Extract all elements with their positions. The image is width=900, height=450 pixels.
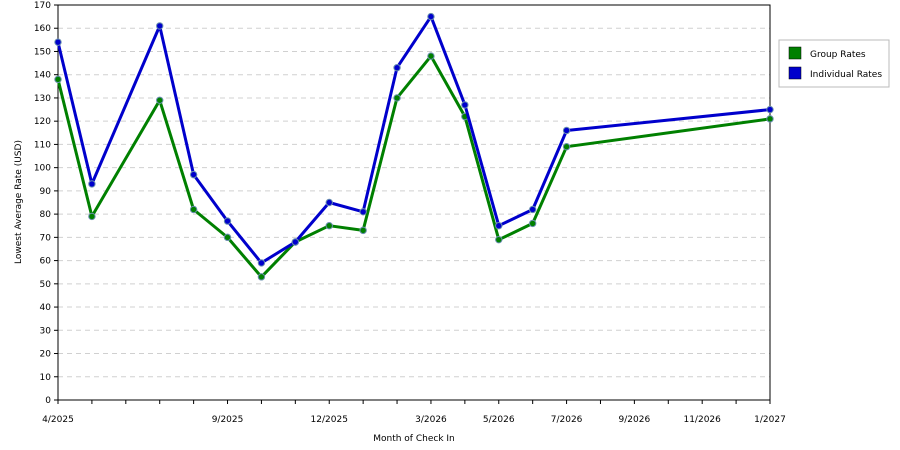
y-tick-label: 150 bbox=[34, 47, 51, 57]
data-point-individual-rates bbox=[325, 198, 333, 207]
y-tick-label: 100 bbox=[34, 164, 51, 174]
axis-layer: 0 10 20 30 40 50 60 70 80 90 100 110 120 130 140 150 160… bbox=[34, 1, 786, 425]
data-point-individual-rates bbox=[54, 38, 62, 46]
data-point-group-rates bbox=[88, 212, 96, 221]
data-point-individual-rates bbox=[257, 259, 266, 267]
y-tick-label: 10 bbox=[40, 373, 52, 383]
legend-label-group-rates: Group Rates bbox=[810, 50, 866, 60]
y-tick-label: 160 bbox=[34, 24, 51, 34]
y-tick-label: 130 bbox=[34, 94, 51, 104]
data-point-individual-rates bbox=[359, 208, 367, 216]
data-point-group-rates bbox=[495, 235, 503, 244]
data-point-individual-rates bbox=[393, 64, 401, 72]
data-point-individual-rates bbox=[562, 126, 571, 135]
x-tick-label: 11/2026 bbox=[683, 415, 721, 425]
data-point-group-rates bbox=[766, 115, 774, 123]
data-point-individual-rates bbox=[156, 22, 164, 30]
y-tick-label: 20 bbox=[40, 350, 52, 360]
data-point-individual-rates bbox=[461, 101, 469, 109]
plot-frame bbox=[57, 4, 771, 401]
data-point-individual-rates bbox=[495, 222, 503, 230]
legend-label-individual-rates: Individual Rates bbox=[810, 70, 882, 80]
data-point-individual-rates bbox=[88, 180, 96, 188]
x-tick-label: 7/2026 bbox=[551, 415, 583, 425]
y-tick-label: 120 bbox=[34, 117, 51, 127]
x-tick-label: 5/2026 bbox=[483, 415, 515, 425]
y-tick-label: 170 bbox=[34, 1, 51, 11]
y-axis-title: Lowest Average Rate (USD) bbox=[14, 140, 24, 264]
data-point-group-rates bbox=[393, 94, 401, 102]
data-point-group-rates bbox=[562, 143, 571, 151]
data-point-individual-rates bbox=[528, 205, 537, 214]
data-point-group-rates bbox=[528, 219, 537, 228]
data-point-group-rates bbox=[427, 52, 435, 60]
series-line-individual-rates bbox=[56, 15, 771, 265]
y-tick-label: 80 bbox=[40, 210, 52, 220]
x-tick-label: 3/2026 bbox=[415, 415, 447, 425]
y-tick-label: 0 bbox=[45, 396, 51, 406]
data-point-individual-rates bbox=[189, 170, 198, 179]
y-tick-label: 70 bbox=[40, 233, 52, 243]
x-tick-label: 9/2026 bbox=[619, 415, 651, 425]
data-point-individual-rates bbox=[291, 238, 300, 246]
data-point-group-rates bbox=[189, 205, 198, 214]
data-point-group-rates bbox=[223, 233, 232, 242]
data-point-group-rates bbox=[54, 75, 62, 84]
x-tick-label: 12/2025 bbox=[311, 415, 348, 425]
legend-swatch-group-rates bbox=[788, 46, 802, 60]
data-point-individual-rates bbox=[427, 12, 435, 21]
data-point-group-rates bbox=[325, 222, 333, 230]
series-layer bbox=[54, 12, 774, 281]
series-line-group-rates bbox=[56, 54, 771, 279]
y-tick-label: 110 bbox=[34, 140, 51, 150]
data-point-group-rates bbox=[257, 273, 266, 281]
y-tick-label: 60 bbox=[40, 257, 52, 267]
x-tick-label: 9/2025 bbox=[212, 415, 244, 425]
legend-swatch-individual-rates bbox=[788, 66, 802, 80]
legend: Group Rates Individual Rates bbox=[778, 39, 890, 88]
data-point-individual-rates bbox=[766, 105, 774, 114]
data-point-individual-rates bbox=[223, 217, 232, 225]
y-tick-label: 30 bbox=[40, 326, 52, 336]
x-tick-label: 4/2025 bbox=[42, 415, 74, 425]
y-tick-label: 50 bbox=[40, 280, 52, 290]
y-tick-label: 140 bbox=[34, 71, 51, 81]
y-tick-label: 90 bbox=[40, 187, 52, 197]
x-axis-title: Month of Check In bbox=[373, 434, 455, 444]
data-point-group-rates bbox=[156, 96, 164, 104]
data-point-group-rates bbox=[359, 226, 367, 235]
x-tick-label: 1/2027 bbox=[754, 415, 786, 425]
y-tick-label: 40 bbox=[40, 303, 52, 313]
